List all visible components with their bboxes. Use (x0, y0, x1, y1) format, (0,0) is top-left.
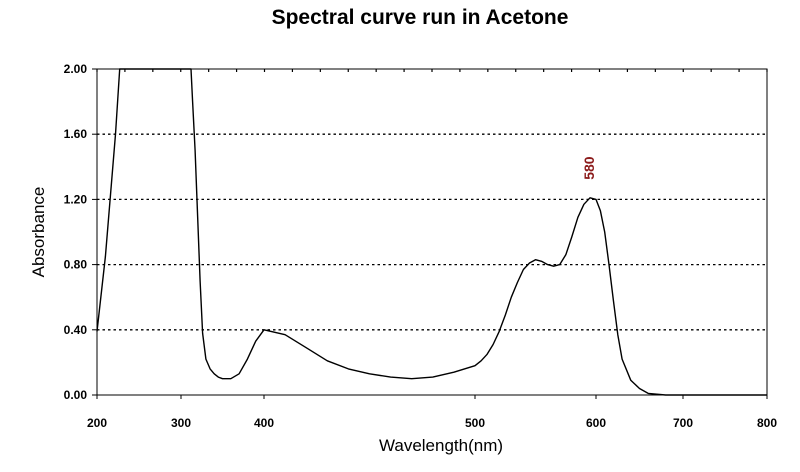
plot-frame (96, 68, 768, 396)
y-tick-label: 2.00 (64, 62, 88, 76)
x-tick-label: 200 (87, 416, 107, 430)
x-axis-title: Wavelength(nm) (379, 436, 503, 455)
x-tick-label: 700 (673, 416, 693, 430)
peak-annotation-label: 580 (581, 156, 597, 180)
x-tick-label: 300 (171, 416, 191, 430)
x-tick-label: 400 (254, 416, 274, 430)
x-tick-label: 500 (465, 416, 485, 430)
y-tick-label: 0.40 (64, 323, 88, 337)
absorbance-curve (96, 68, 767, 396)
x-tick-label: 600 (586, 416, 606, 430)
y-tick-label: 1.60 (64, 127, 88, 141)
grid-lines (97, 133, 767, 331)
y-tick-label: 0.00 (64, 388, 88, 402)
y-axis-title: Absorbance (29, 187, 48, 278)
y-tick-label: 0.80 (64, 258, 88, 272)
tick-labels: 0.00 0.40 0.80 1.20 1.60 2.00 200 300 400 500 600 7… (64, 62, 778, 430)
chart-title: Spectral curve run in Acetone (271, 6, 569, 29)
x-tick-label: 800 (757, 416, 777, 430)
y-tick-label: 1.20 (64, 192, 88, 206)
